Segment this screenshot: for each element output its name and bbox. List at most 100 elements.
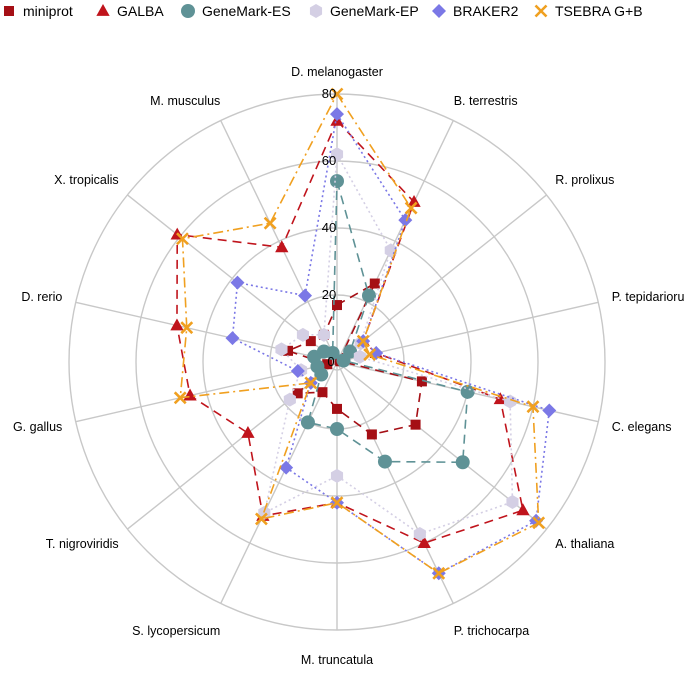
legend-item-tsebra-g-b: TSEBRA G+B <box>534 3 643 19</box>
category-label-r-prolixus: R. prolixus <box>555 173 614 187</box>
legend-marker-genemark-es <box>181 4 195 18</box>
category-label-m-musculus: M. musculus <box>150 94 220 108</box>
tsebra-g-b-point <box>330 496 344 510</box>
legend-label-miniprot: miniprot <box>23 3 73 19</box>
miniprot-point <box>366 429 377 440</box>
tsebra-g-b-point <box>254 512 268 526</box>
braker2-point <box>225 331 240 346</box>
galba-point <box>407 195 421 207</box>
legend-item-genemark-es: GeneMark-ES <box>181 3 291 19</box>
legend-marker-genemark-ep <box>309 4 323 18</box>
category-label-t-nigroviridis: T. nigroviridis <box>46 537 119 551</box>
category-label-d-melanogaster: D. melanogaster <box>291 65 383 79</box>
tsebra-g-b-point <box>304 376 318 390</box>
legend-marker-braker2 <box>432 4 446 18</box>
genemark-ep-line <box>263 151 514 535</box>
genemark-ep-point <box>413 527 426 542</box>
series-tsebra-g-b <box>173 87 546 580</box>
genemark-ep-point <box>283 392 296 407</box>
grid-spoke <box>220 120 338 363</box>
grid-spoke <box>336 194 547 363</box>
genemark-es-point <box>361 288 376 303</box>
genemark-es-point <box>300 415 315 430</box>
legend-label-genemark-ep: GeneMark-EP <box>330 3 419 19</box>
miniprot-point <box>292 388 303 399</box>
genemark-es-point <box>325 345 340 360</box>
genemark-ep-point <box>317 327 330 342</box>
radial-tick-label: 20 <box>322 287 336 302</box>
braker2-point <box>398 213 413 228</box>
genemark-ep-point <box>330 468 344 483</box>
category-labels: D. melanogaster B. terrestris R. prolixus P… <box>13 65 685 667</box>
legend-marker-miniprot <box>4 6 14 16</box>
legend-label-genemark-es: GeneMark-ES <box>202 3 291 19</box>
series-genemark-ep <box>258 147 519 542</box>
tsebra-g-b-point <box>532 516 546 530</box>
genemark-es-point <box>336 353 351 368</box>
braker2-point <box>290 363 305 378</box>
genemark-es-point <box>330 174 344 189</box>
category-label-s-lycopersicum: S. lycopersicum <box>132 624 220 638</box>
genemark-ep-point <box>353 349 366 364</box>
legend-label-braker2: BRAKER2 <box>453 3 519 19</box>
legend-item-galba: GALBA <box>96 3 164 19</box>
galba-point <box>275 240 289 253</box>
miniprot-point <box>410 419 421 430</box>
galba-point <box>241 426 255 438</box>
category-label-p-trichocarpa: P. trichocarpa <box>454 624 530 638</box>
radial-tick-zero: 0 <box>327 354 334 369</box>
category-label-x-tropicalis: X. tropicalis <box>54 173 119 187</box>
grid-spoke <box>336 361 454 604</box>
genemark-es-point <box>455 455 470 470</box>
legend-item-braker2: BRAKER2 <box>432 3 519 19</box>
legend-label-tsebra-g-b: TSEBRA G+B <box>555 3 643 19</box>
miniprot-point <box>416 376 427 387</box>
galba-point <box>516 503 530 516</box>
braker2-point <box>230 275 245 290</box>
genemark-es-point <box>330 422 344 436</box>
category-label-m-truncatula: M. truncatula <box>301 653 373 667</box>
radar-series <box>170 87 557 581</box>
tsebra-g-b-point <box>526 400 540 414</box>
genemark-es-point <box>377 454 392 469</box>
grid-spoke <box>336 120 454 363</box>
genemark-ep-point <box>258 505 271 520</box>
miniprot-point <box>332 300 342 311</box>
category-label-c-elegans: C. elegans <box>612 420 672 434</box>
genemark-ep-point <box>296 327 310 342</box>
tsebra-g-b-point <box>404 201 418 215</box>
tsebra-g-b-point <box>330 87 344 101</box>
tsebra-g-b-point <box>176 232 189 246</box>
tsebra-g-b-point <box>356 334 370 348</box>
legend-marker-galba <box>96 4 110 16</box>
tsebra-g-b-point <box>432 566 446 580</box>
braker2-point <box>298 288 313 303</box>
miniprot-point <box>317 387 328 398</box>
category-label-a-thaliana: A. thaliana <box>555 537 614 551</box>
galba-point <box>493 392 507 405</box>
tsebra-g-b-point <box>173 391 187 405</box>
miniprot-point <box>283 345 294 356</box>
braker2-point <box>279 460 294 475</box>
galba-point <box>170 318 184 331</box>
category-label-p-tepidariorum: P. tepidariorum <box>612 290 685 304</box>
category-label-b-terrestris: B. terrestris <box>454 94 518 108</box>
legend: miniprot GALBA GeneMark-ES GeneMark-EP BRAKE… <box>4 3 643 19</box>
genemark-ep-point <box>330 147 344 162</box>
tsebra-g-b-point <box>263 216 277 230</box>
series-genemark-es <box>300 174 475 470</box>
category-label-g-gallus: G. gallus <box>13 420 62 434</box>
tsebra-g-b-point <box>180 321 194 335</box>
galba-point <box>417 536 431 548</box>
legend-label-galba: GALBA <box>117 3 164 19</box>
radial-ticks: 20 40 60 80 0 <box>322 86 336 369</box>
tsebra-g-b-point <box>363 348 377 361</box>
miniprot-point <box>322 359 333 370</box>
radial-tick-label: 60 <box>322 153 336 168</box>
braker2-point <box>542 403 557 418</box>
category-label-d-rerio: D. rerio <box>21 290 62 304</box>
legend-item-miniprot: miniprot <box>4 3 73 19</box>
radial-tick-label: 40 <box>322 220 336 235</box>
legend-marker-tsebra-g-b <box>534 4 548 18</box>
